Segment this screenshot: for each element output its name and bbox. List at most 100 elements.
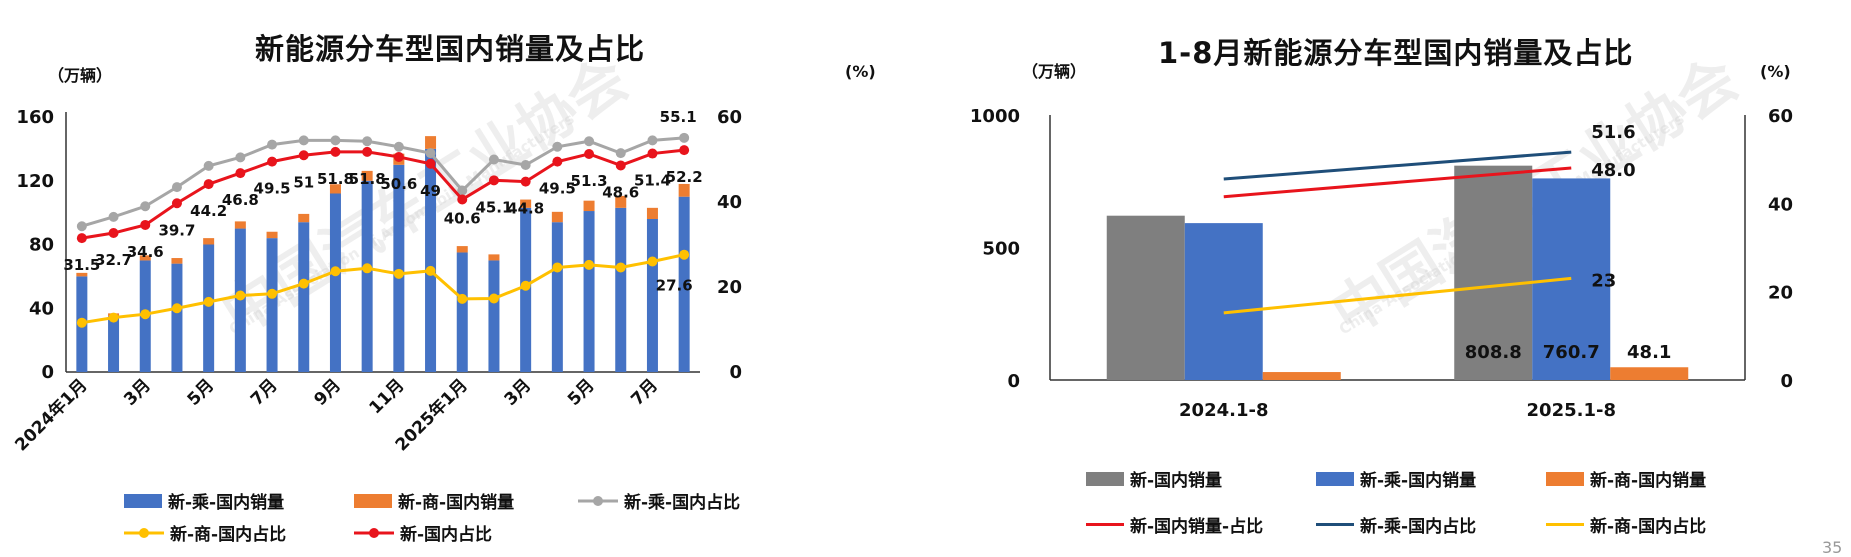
data-label-total-share: 46.8: [222, 191, 259, 209]
data-label-passenger-share: 55.1: [660, 108, 697, 126]
data-label-total-share: 48.0: [1591, 160, 1635, 181]
data-label-commercial-share: 27.6: [656, 277, 693, 295]
point-total-share: [171, 198, 182, 209]
legend-line-marker-yellow: [124, 527, 164, 538]
legend-label: 新-国内占比: [400, 525, 493, 545]
point-passenger-share: [552, 141, 563, 152]
left-chart-plot: 0 40 80 120 160 0 20 40 60 31.532.734.6 39.744.246…: [11, 107, 742, 455]
point-passenger-share: [108, 211, 119, 222]
y-tick-label-right: 40: [717, 192, 742, 213]
legend-label: 新-商-国内占比: [1590, 517, 1707, 537]
left-unit-right: (%): [845, 62, 876, 81]
bar-commercial: [551, 211, 563, 223]
data-label-total-share: 32.7: [95, 251, 132, 269]
point-commercial-share: [76, 317, 87, 328]
legend-item-left-1: 新-商-国内销量: [354, 488, 514, 513]
point-total-share: [520, 176, 531, 187]
data-label-total-share: 49: [420, 182, 441, 200]
y-tick-label-right: 60: [1768, 106, 1793, 127]
bar-passenger: [615, 207, 627, 372]
point-passenger-share: [520, 160, 531, 171]
bar-passenger: [171, 263, 183, 372]
left-chart-title: 新能源分车型国内销量及占比: [255, 32, 646, 66]
data-label-total-share: 49.5: [539, 180, 576, 198]
point-commercial-share: [362, 263, 373, 274]
legend-label: 新-国内销量: [1130, 471, 1223, 491]
bar-commercial: [203, 238, 215, 245]
point-commercial-share: [171, 303, 182, 314]
point-commercial-share: [488, 293, 499, 304]
point-total-share: [267, 156, 278, 167]
y-tick-label-left: 0: [1007, 371, 1020, 392]
x-tick-label: 2025.1-8: [1527, 400, 1616, 421]
point-commercial-share: [425, 265, 436, 276]
legend-item-left-4: 新-国内占比: [354, 520, 492, 545]
point-commercial-share: [330, 266, 341, 277]
legend-label: 新-商-国内销量: [1590, 471, 1707, 491]
point-total-share: [615, 160, 626, 171]
bar-commercial: [456, 246, 468, 253]
bar-passenger: [646, 219, 658, 372]
legend-line-marker-grey: [578, 495, 618, 506]
data-label-total-share: 49.5: [254, 180, 291, 198]
y-tick-label-right: 40: [1768, 194, 1793, 215]
y-tick-label-left: 120: [16, 171, 54, 192]
point-passenger-share: [457, 185, 468, 196]
legend-swatch-blue: [1316, 471, 1354, 486]
line-total-share: [81, 148, 685, 240]
y-tick-label-left: 0: [41, 362, 54, 383]
line-total-share: [1223, 166, 1572, 199]
point-total-share: [552, 156, 563, 167]
x-tick-label: 2024.1-8: [1179, 400, 1268, 421]
data-label-total-share: 44.2: [190, 202, 227, 220]
bar-passenger-sales: [1184, 223, 1263, 380]
point-total-share: [298, 150, 309, 161]
point-total-share: [425, 158, 436, 169]
point-passenger-share: [267, 139, 278, 150]
point-passenger-share: [171, 182, 182, 193]
point-passenger-share: [235, 152, 246, 163]
point-commercial-share: [235, 290, 246, 301]
line-passenger-share: [1223, 150, 1572, 181]
legend-label: 新-乘-国内销量: [168, 493, 285, 513]
legend-label: 新-商-国内销量: [398, 493, 515, 513]
point-total-share: [203, 179, 214, 190]
bar-commercial: [171, 258, 183, 264]
data-label-total-share: 51.8: [317, 170, 354, 188]
point-total-share: [362, 146, 373, 157]
point-passenger-share: [203, 160, 214, 171]
bar-passenger: [551, 222, 563, 372]
point-commercial-share: [203, 296, 214, 307]
bar-commercial: [298, 213, 310, 223]
point-commercial-share: [393, 268, 404, 279]
point-commercial-share: [267, 288, 278, 299]
point-passenger-share: [76, 221, 87, 232]
point-commercial-share: [298, 278, 309, 289]
point-total-share: [235, 168, 246, 179]
point-total-share: [140, 219, 151, 230]
legend-label: 新-国内销量-占比: [1130, 517, 1264, 537]
point-total-share: [584, 148, 595, 159]
data-label-total-share: 52.2: [666, 168, 703, 186]
bar-passenger: [203, 244, 215, 372]
y-tick-label-left: 80: [29, 235, 54, 256]
point-total-share: [679, 145, 690, 156]
point-commercial-share: [520, 280, 531, 291]
point-commercial-share: [679, 249, 690, 260]
bar-passenger: [425, 148, 437, 372]
point-total-share: [647, 148, 658, 159]
point-commercial-share: [584, 259, 595, 270]
bar-commercial: [678, 183, 690, 197]
point-commercial-share: [552, 262, 563, 273]
bar-commercial: [646, 207, 658, 219]
line-commercial-share: [81, 253, 685, 325]
legend-line-navy: [1316, 523, 1354, 526]
bar-commercial-sales: [1610, 367, 1689, 380]
right-unit-left: （万辆）: [1022, 62, 1087, 81]
legend-item-right-5: 新-商-国内占比: [1546, 512, 1706, 537]
y-tick-label-left: 160: [16, 107, 54, 128]
legend-item-left-2: 新-乘-国内占比: [578, 488, 740, 513]
bar-commercial-sales: [1262, 372, 1341, 380]
y-tick-label-left: 40: [29, 298, 54, 319]
y-tick-label-right: 0: [729, 362, 742, 383]
